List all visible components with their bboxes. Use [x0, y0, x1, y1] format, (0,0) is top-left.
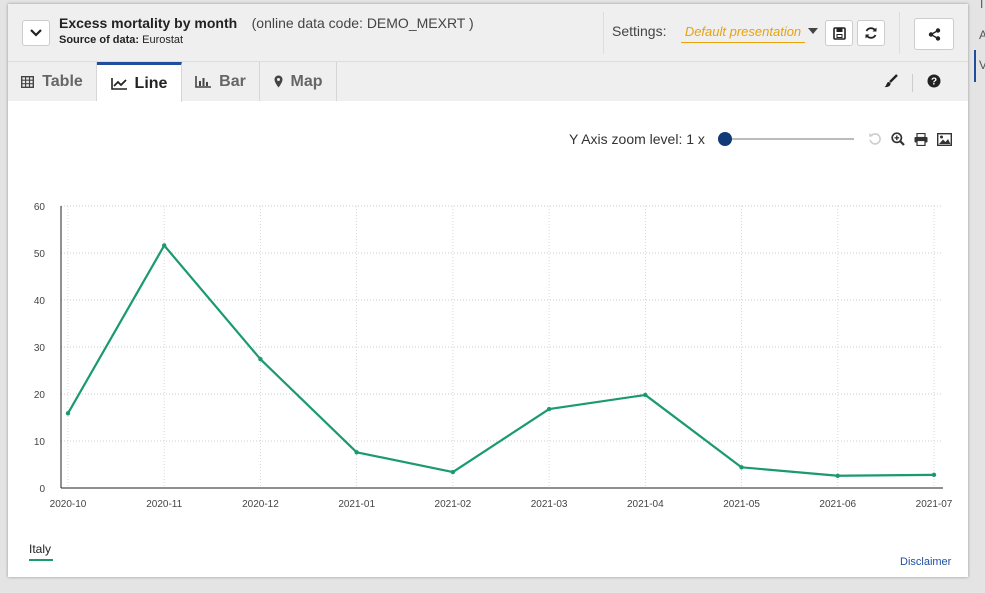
side-strip: I A V [972, 0, 985, 593]
refresh-button[interactable] [857, 20, 885, 46]
header-bar: Excess mortality by month (online data c… [8, 4, 968, 62]
chart-panel: Excess mortality by month (online data c… [8, 4, 968, 577]
x-tick-label: 2021-02 [435, 499, 472, 510]
presentation-select[interactable]: Default presentation [681, 22, 805, 43]
series-line-italy [67, 244, 935, 477]
collapse-button[interactable] [22, 20, 50, 46]
save-icon [832, 26, 846, 40]
refresh-icon [865, 27, 877, 39]
data-point [931, 472, 937, 478]
reset-zoom-icon[interactable] [867, 131, 883, 147]
header-divider-2 [899, 12, 900, 54]
data-point [258, 357, 263, 362]
disclaimer-link[interactable]: Disclaimer [900, 556, 952, 568]
legend-swatch [29, 559, 53, 561]
x-tick-label: 2021-06 [819, 499, 856, 510]
share-button[interactable] [914, 18, 954, 50]
tab-label: Table [42, 72, 83, 90]
share-icon [928, 27, 940, 41]
toolbar-divider [912, 74, 913, 92]
x-tick-label: 2020-11 [146, 499, 182, 510]
save-button[interactable] [825, 20, 853, 46]
zoom-slider-handle[interactable] [718, 132, 732, 146]
x-tick-label: 2020-10 [50, 499, 87, 510]
zoom-in-icon[interactable] [890, 131, 906, 147]
y-tick-label: 0 [39, 484, 45, 495]
header-divider [603, 12, 604, 54]
svg-text:?: ? [931, 77, 937, 88]
edge-text-selected[interactable]: V [979, 58, 985, 72]
page-title: Excess mortality by month [59, 15, 238, 31]
table-icon [21, 75, 35, 88]
source-value: Eurostat [142, 34, 184, 46]
x-tick-label: 2021-07 [916, 499, 953, 510]
line-chart: 0 10 20 30 40 50 60 2020-10 2020-11 2020-12 2021-0… [34, 202, 953, 510]
data-point [65, 411, 71, 416]
data-point [546, 406, 552, 412]
edge-text-top: I [980, 0, 984, 11]
brush-icon[interactable] [884, 74, 898, 88]
x-tick-label: 2020-12 [242, 499, 279, 510]
source-line: Source of data: Eurostat [59, 34, 183, 46]
zoom-level-label: Y Axis zoom level: 1 x [569, 131, 705, 147]
bar-chart-icon [195, 75, 212, 88]
chevron-down-icon [30, 29, 42, 37]
edge-text-mid: A [979, 28, 985, 42]
line-chart-icon [110, 77, 127, 90]
data-point [450, 469, 456, 475]
tab-label: Map [290, 72, 323, 90]
data-code: (online data code: DEMO_MEXRT ) [251, 15, 474, 31]
data-point [162, 243, 167, 248]
help-icon[interactable]: ? [927, 74, 941, 88]
data-point [835, 473, 840, 478]
y-tick-label: 30 [34, 343, 46, 354]
source-label: Source of data: [59, 34, 140, 46]
x-tick-label: 2021-03 [531, 499, 568, 510]
y-tick-label: 40 [34, 296, 46, 307]
view-tabs: Table Line Bar Map [8, 62, 968, 102]
data-point [643, 392, 648, 398]
tab-table[interactable]: Table [8, 62, 97, 101]
side-selection-bar [974, 50, 976, 82]
y-tick-label: 50 [34, 249, 46, 260]
image-export-icon[interactable] [936, 131, 952, 147]
tab-label: Line [134, 74, 168, 92]
tab-map[interactable]: Map [260, 62, 337, 101]
y-tick-label: 10 [34, 437, 46, 448]
y-tick-label: 20 [34, 390, 46, 401]
data-point [354, 450, 359, 455]
print-icon[interactable] [913, 131, 929, 147]
presentation-caret-icon[interactable] [808, 28, 818, 34]
zoom-slider-track[interactable] [726, 138, 854, 140]
map-marker-icon [274, 75, 282, 88]
tab-line[interactable]: Line [97, 62, 182, 102]
legend-item-italy[interactable]: Italy [29, 542, 52, 556]
data-point [739, 465, 744, 470]
y-tick-label: 60 [34, 202, 46, 213]
x-tick-label: 2021-04 [627, 499, 664, 510]
x-tick-label: 2021-05 [723, 499, 760, 510]
tab-label: Bar [219, 72, 246, 90]
x-tick-label: 2021-01 [338, 499, 375, 510]
tab-bar[interactable]: Bar [182, 62, 260, 101]
settings-label: Settings: [612, 23, 667, 39]
